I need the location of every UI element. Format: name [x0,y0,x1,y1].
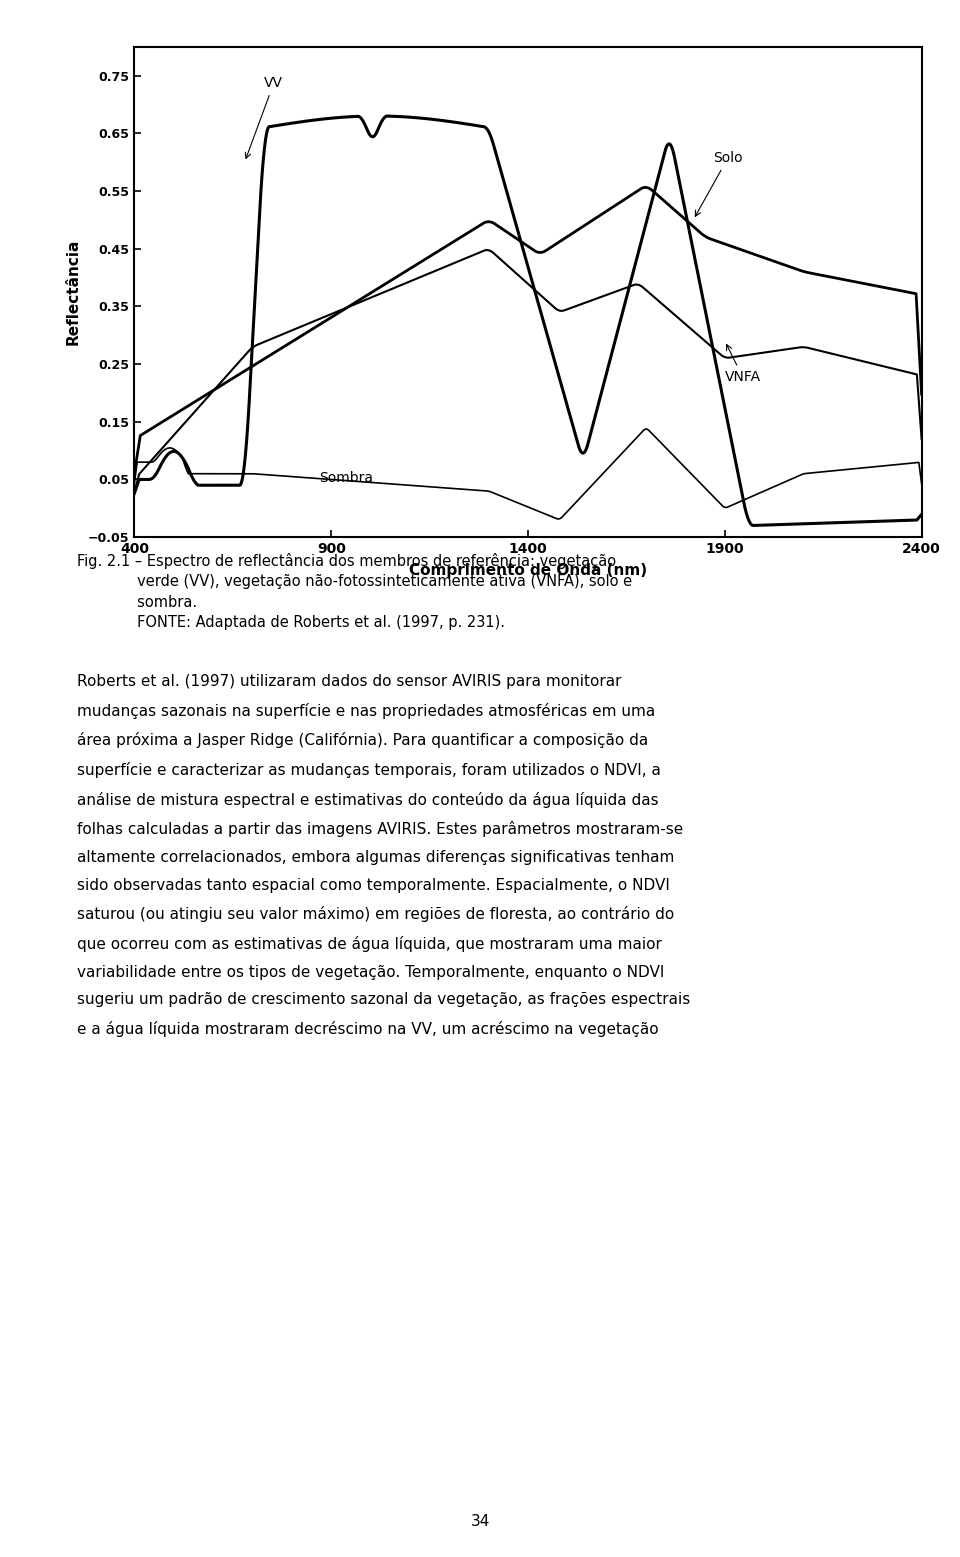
Text: 34: 34 [470,1513,490,1529]
Text: Solo: Solo [695,151,743,216]
X-axis label: Comprimento de Onda (nm): Comprimento de Onda (nm) [409,564,647,578]
Text: Sombra: Sombra [320,472,373,486]
Text: Roberts et al. (1997) utilizaram dados do sensor AVIRIS para monitorar
mudanças : Roberts et al. (1997) utilizaram dados d… [77,674,690,1037]
Y-axis label: Reflectância: Reflectância [66,238,81,346]
Text: VV: VV [246,76,283,159]
Text: Fig. 2.1 – Espectro de reflectância dos membros de referência: vegetação
       : Fig. 2.1 – Espectro de reflectância dos … [77,553,632,631]
Text: VNFA: VNFA [725,344,761,385]
